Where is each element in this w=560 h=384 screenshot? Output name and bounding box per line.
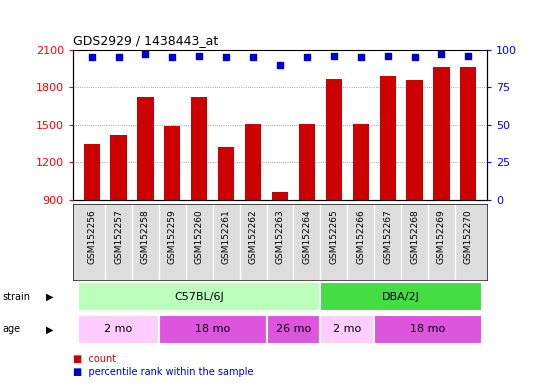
- Bar: [159, 314, 267, 344]
- Bar: [326, 79, 342, 200]
- Bar: [191, 98, 207, 200]
- Text: 18 mo: 18 mo: [410, 324, 446, 334]
- Text: GSM152265: GSM152265: [329, 210, 338, 265]
- Point: [87, 55, 96, 61]
- Point: [276, 62, 284, 68]
- Bar: [353, 124, 369, 200]
- Text: GSM152258: GSM152258: [141, 210, 150, 265]
- Point: [249, 55, 258, 61]
- Bar: [78, 314, 159, 344]
- Text: ▶: ▶: [45, 324, 53, 334]
- Text: 2 mo: 2 mo: [333, 324, 361, 334]
- Point: [114, 55, 123, 61]
- Text: GSM152263: GSM152263: [276, 210, 284, 265]
- Text: GSM152266: GSM152266: [356, 210, 365, 265]
- Bar: [380, 76, 396, 200]
- Text: GSM152261: GSM152261: [222, 210, 231, 265]
- Point: [356, 55, 365, 61]
- Bar: [407, 80, 423, 200]
- Bar: [218, 147, 234, 200]
- Text: C57BL/6J: C57BL/6J: [174, 291, 224, 302]
- Point: [222, 55, 231, 61]
- Point: [302, 55, 311, 61]
- Text: strain: strain: [3, 291, 31, 302]
- Bar: [78, 282, 320, 311]
- Text: ■  percentile rank within the sample: ■ percentile rank within the sample: [73, 367, 253, 377]
- Bar: [110, 135, 127, 200]
- Text: GSM152260: GSM152260: [195, 210, 204, 265]
- Point: [195, 53, 204, 59]
- Bar: [164, 126, 180, 200]
- Text: 26 mo: 26 mo: [276, 324, 311, 334]
- Point: [168, 55, 177, 61]
- Bar: [320, 314, 374, 344]
- Point: [383, 53, 392, 59]
- Text: GSM152264: GSM152264: [302, 210, 311, 264]
- Bar: [320, 282, 482, 311]
- Bar: [83, 144, 100, 200]
- Point: [410, 55, 419, 61]
- Text: GSM152270: GSM152270: [464, 210, 473, 265]
- Text: GDS2929 / 1438443_at: GDS2929 / 1438443_at: [73, 34, 218, 47]
- Text: GSM152268: GSM152268: [410, 210, 419, 265]
- Point: [329, 53, 338, 59]
- Text: GSM152259: GSM152259: [168, 210, 177, 265]
- Bar: [245, 124, 261, 200]
- Bar: [267, 314, 320, 344]
- Bar: [460, 68, 477, 200]
- Point: [464, 53, 473, 59]
- Bar: [272, 192, 288, 200]
- Text: GSM152269: GSM152269: [437, 210, 446, 265]
- Text: GSM152257: GSM152257: [114, 210, 123, 265]
- Text: 2 mo: 2 mo: [104, 324, 133, 334]
- Text: GSM152256: GSM152256: [87, 210, 96, 265]
- Text: DBA/2J: DBA/2J: [382, 291, 420, 302]
- Text: age: age: [3, 324, 21, 334]
- Bar: [137, 98, 153, 200]
- Bar: [374, 314, 482, 344]
- Bar: [433, 68, 450, 200]
- Text: 18 mo: 18 mo: [195, 324, 230, 334]
- Bar: [299, 124, 315, 200]
- Point: [141, 51, 150, 58]
- Text: ■  count: ■ count: [73, 354, 116, 364]
- Text: GSM152267: GSM152267: [383, 210, 392, 265]
- Text: ▶: ▶: [45, 291, 53, 302]
- Point: [437, 51, 446, 58]
- Text: GSM152262: GSM152262: [249, 210, 258, 264]
